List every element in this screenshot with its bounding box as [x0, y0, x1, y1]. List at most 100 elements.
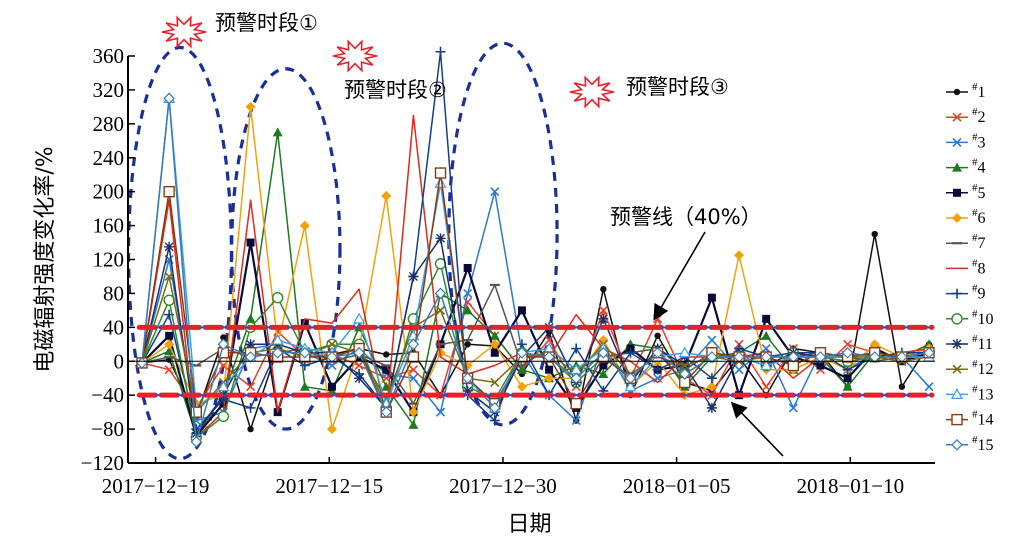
data-point [245, 101, 256, 112]
x-tick-label: 2017−12−19 [102, 474, 210, 498]
data-point [246, 238, 255, 247]
data-point [490, 187, 500, 197]
data-point [952, 112, 962, 122]
data-point [923, 346, 935, 359]
legend-item-13: #13 [946, 383, 994, 403]
legend-hash: # [972, 308, 978, 320]
data-point [435, 46, 446, 57]
legend-series-name: 7 [978, 235, 986, 252]
legend-label: #5 [972, 182, 986, 202]
data-point [462, 385, 473, 396]
legend-item-14: #14 [946, 409, 994, 429]
legend-label: #3 [972, 131, 986, 151]
series-3 [137, 187, 934, 426]
data-point [217, 380, 230, 392]
data-point [217, 410, 230, 423]
y-tick-label: 40 [103, 315, 124, 339]
legend-label: #8 [972, 257, 986, 277]
legend-label: #15 [972, 434, 994, 454]
data-point [300, 319, 309, 328]
data-point [924, 382, 934, 392]
data-point [408, 419, 419, 429]
data-point [678, 346, 691, 358]
data-point [327, 360, 337, 371]
data-point [408, 373, 418, 383]
data-point [382, 365, 391, 374]
data-point [381, 190, 392, 201]
data-point [272, 127, 283, 137]
data-point [490, 348, 499, 357]
data-point [734, 365, 744, 375]
data-point [190, 406, 202, 418]
legend-label: #10 [972, 308, 994, 328]
data-point [814, 351, 827, 363]
legend-hash: # [972, 283, 978, 295]
data-point [871, 230, 878, 238]
data-point [761, 330, 772, 340]
x-tick-label: 2017−12−30 [449, 474, 557, 498]
data-point [898, 383, 906, 390]
data-point [545, 365, 554, 374]
data-point [707, 335, 717, 345]
data-point [489, 415, 500, 426]
data-point [490, 377, 500, 388]
data-point [380, 406, 393, 418]
alert-burst-icon [569, 75, 615, 109]
data-point [435, 407, 446, 417]
y-tick-label: 120 [93, 248, 125, 272]
x-tick-label: 2018−01−10 [796, 474, 904, 498]
data-point [327, 382, 336, 391]
data-point [543, 351, 555, 363]
alert-burst-icon [332, 39, 378, 73]
y-tick-label: 240 [93, 146, 125, 170]
data-point [571, 343, 582, 354]
warning-period-label: 预警时段③ [626, 75, 729, 99]
data-point [435, 233, 446, 244]
series-line [141, 172, 930, 413]
series-layer [135, 46, 936, 448]
data-point [354, 360, 364, 371]
data-point [600, 285, 607, 293]
warning-period-label: 预警时段① [215, 11, 318, 35]
data-point [244, 351, 257, 363]
legend-label: #12 [972, 358, 994, 378]
legend-label: #2 [972, 106, 986, 126]
data-point [463, 263, 472, 272]
data-point [733, 351, 745, 363]
data-point [354, 373, 365, 384]
y-tick-label: 80 [103, 281, 124, 305]
series-line [141, 106, 930, 430]
data-point [163, 185, 175, 198]
legend-series-name: 1 [978, 84, 986, 101]
data-point [544, 335, 554, 345]
legend-series-name: 2 [978, 109, 986, 126]
warning-arrow [653, 231, 706, 321]
data-point [624, 380, 637, 392]
legend-item-6: #6 [946, 207, 986, 227]
data-point [408, 407, 419, 418]
series-14 [136, 167, 935, 418]
data-point [598, 368, 609, 378]
legend-label: #7 [972, 232, 986, 252]
data-point [760, 351, 773, 363]
data-point [952, 137, 962, 147]
y-tick-label: 200 [93, 180, 125, 204]
legend-hash: # [972, 434, 978, 446]
data-point [762, 314, 771, 323]
data-point [842, 381, 853, 391]
data-point [843, 374, 852, 383]
legend-item-3: #3 [946, 131, 986, 151]
data-point [383, 351, 390, 358]
data-point [952, 339, 962, 349]
data-point [326, 351, 338, 363]
data-point [706, 351, 718, 363]
data-point [298, 346, 311, 359]
data-point [571, 416, 581, 426]
legend-hash: # [972, 358, 978, 370]
data-point [788, 403, 798, 413]
data-point [434, 167, 447, 179]
data-point [489, 330, 500, 340]
data-point [434, 176, 447, 188]
data-point [271, 333, 284, 345]
